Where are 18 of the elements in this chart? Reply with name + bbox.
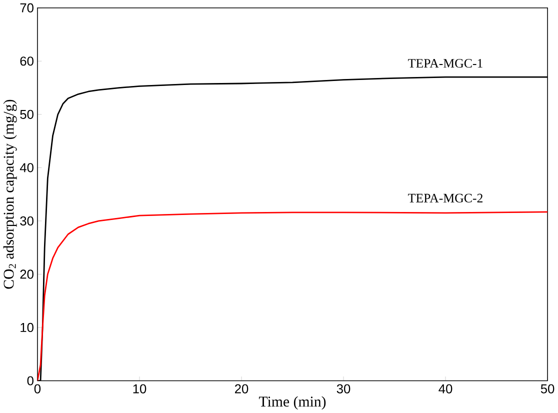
y-tick-label: 10 — [20, 322, 34, 332]
x-tick-label: 20 — [234, 384, 248, 394]
series-label: TEPA-MGC-1 — [408, 59, 482, 68]
x-tick-label: 40 — [438, 384, 452, 394]
series-label: TEPA-MGC-2 — [408, 194, 482, 202]
x-axis-title: Time (min) — [259, 396, 326, 410]
y-tick-label: 30 — [20, 216, 34, 226]
y-tick-label: 60 — [20, 56, 34, 66]
y-axis-title: CO$_{2}$ adsorption capacity (mg/g) — [3, 100, 17, 289]
y-tick-label: 40 — [20, 163, 34, 172]
y-tick-label: 20 — [20, 270, 34, 279]
y-tick-label: 70 — [20, 3, 34, 12]
y-tick-label: 0 — [27, 376, 34, 386]
y-tick-label: 50 — [20, 110, 34, 119]
x-tick-label: 10 — [133, 384, 146, 394]
x-tick-label: 0 — [34, 384, 41, 394]
x-tick-label: 30 — [336, 384, 350, 394]
x-tick-label: 50 — [540, 384, 554, 394]
